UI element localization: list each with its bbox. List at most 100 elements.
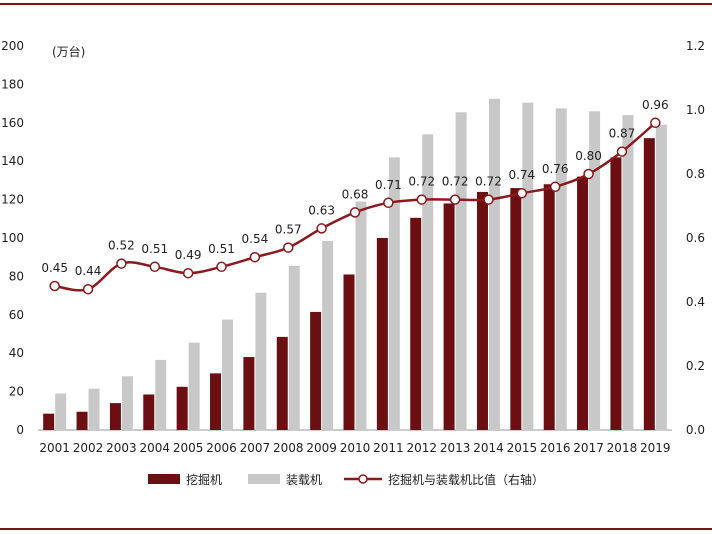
ratio-point bbox=[449, 194, 461, 205]
left-tick-label: 0 bbox=[16, 423, 24, 437]
bar-loader bbox=[288, 265, 300, 430]
left-tick-label: 200 bbox=[1, 39, 24, 53]
bar-loader bbox=[388, 157, 400, 431]
bar-excavator bbox=[643, 138, 655, 430]
bar-excavator bbox=[243, 357, 255, 430]
ratio-points bbox=[49, 117, 661, 295]
x-tick-label: 2011 bbox=[373, 441, 404, 455]
bar-excavator bbox=[176, 386, 188, 430]
x-tick-label: 2013 bbox=[440, 441, 471, 455]
ratio-point bbox=[116, 258, 127, 269]
x-tick-label: 2014 bbox=[473, 441, 504, 455]
x-tick-label: 2006 bbox=[206, 441, 237, 455]
right-tick-label: 0.2 bbox=[686, 359, 705, 373]
ratio-data-label: 0.63 bbox=[308, 203, 335, 217]
bar-excavator bbox=[109, 403, 121, 430]
ratio-point bbox=[82, 283, 94, 295]
left-tick-label: 180 bbox=[1, 77, 24, 91]
bar-loader bbox=[88, 388, 100, 430]
bar-excavator bbox=[610, 157, 622, 431]
bar-excavator bbox=[376, 238, 388, 430]
ratio-data-label: 0.72 bbox=[408, 175, 435, 189]
ratio-point bbox=[383, 197, 394, 209]
bar-loader bbox=[255, 292, 267, 430]
left-tick-label: 40 bbox=[9, 346, 24, 360]
x-tick-label: 2001 bbox=[39, 441, 70, 455]
ratio-data-label: 0.57 bbox=[275, 223, 302, 237]
bar-excavator bbox=[210, 373, 222, 430]
ratio-data-label: 0.72 bbox=[475, 175, 502, 189]
bar-loader bbox=[622, 115, 634, 431]
ratio-point bbox=[349, 207, 361, 218]
ratio-data-label: 0.49 bbox=[175, 248, 202, 262]
x-tick-label: 2005 bbox=[173, 441, 204, 455]
right-tick-label: 0.6 bbox=[686, 231, 705, 245]
ratio-point bbox=[316, 223, 327, 234]
x-axis-ticks: 2001 2002 2003 2004 2005 2006 2007 2008 2009 2010… bbox=[39, 441, 670, 455]
bar-loader bbox=[522, 102, 534, 430]
right-axis-ticks: 0.0 0.2 0.4 0.6 0.8 1.0 1.2 bbox=[686, 39, 705, 437]
bar-loader bbox=[222, 319, 234, 430]
left-tick-label: 20 bbox=[9, 385, 24, 399]
ratio-data-label: 0.52 bbox=[108, 239, 135, 253]
bar-excavator bbox=[276, 336, 288, 430]
right-tick-label: 0.0 bbox=[686, 423, 705, 437]
bar-excavator bbox=[443, 203, 455, 430]
bar-loader bbox=[589, 111, 601, 430]
bar-loader bbox=[188, 342, 200, 430]
bar-excavator bbox=[310, 311, 322, 430]
left-tick-label: 60 bbox=[9, 308, 24, 322]
x-tick-label: 2017 bbox=[573, 441, 604, 455]
ratio-labels: 0.45 0.44 0.52 0.51 0.49 0.51 0.54 0.57 0.63 0.68… bbox=[41, 98, 668, 278]
legend-label-excavator: 挖掘机 bbox=[186, 472, 222, 487]
bar-excavator bbox=[543, 184, 555, 430]
ratio-point bbox=[583, 168, 594, 180]
bar-loader bbox=[455, 112, 467, 431]
ratio-point bbox=[149, 261, 161, 273]
left-tick-label: 140 bbox=[1, 154, 24, 168]
x-tick-label: 2004 bbox=[140, 441, 171, 455]
left-tick-label: 120 bbox=[1, 193, 24, 207]
ratio-data-label: 0.87 bbox=[609, 127, 636, 141]
bars-group bbox=[43, 98, 667, 431]
left-axis-ticks: 0 20 40 60 80 100 120 140 160 180 200 bbox=[1, 39, 24, 437]
bar-loader bbox=[55, 393, 67, 430]
bar-loader bbox=[555, 108, 567, 431]
ratio-data-label: 0.96 bbox=[642, 98, 669, 112]
ratio-data-label: 0.72 bbox=[442, 175, 469, 189]
right-tick-label: 0.8 bbox=[686, 167, 705, 181]
ratio-point bbox=[182, 267, 194, 279]
x-tick-label: 2003 bbox=[106, 441, 137, 455]
ratio-data-label: 0.51 bbox=[141, 242, 168, 256]
ratio-data-label: 0.68 bbox=[342, 187, 369, 201]
legend-label-ratio: 挖掘机与装载机比值（右轴） bbox=[388, 472, 544, 487]
ratio-point bbox=[283, 242, 294, 253]
ratio-data-label: 0.71 bbox=[375, 178, 402, 192]
bottom-rule bbox=[0, 528, 712, 530]
right-tick-label: 1.0 bbox=[686, 103, 705, 117]
bar-loader bbox=[121, 376, 133, 430]
x-tick-label: 2012 bbox=[406, 441, 437, 455]
ratio-data-label: 0.80 bbox=[575, 149, 602, 163]
bar-excavator bbox=[76, 411, 88, 430]
left-axis-unit: (万台) bbox=[52, 44, 85, 59]
ratio-data-label: 0.45 bbox=[41, 261, 68, 275]
ratio-data-label: 0.76 bbox=[542, 162, 569, 176]
legend-swatch-loader bbox=[248, 474, 280, 484]
x-tick-label: 2009 bbox=[306, 441, 337, 455]
ratio-point bbox=[549, 181, 561, 193]
ratio-point bbox=[216, 261, 227, 273]
bar-excavator bbox=[410, 217, 422, 430]
bar-loader bbox=[422, 134, 434, 430]
ratio-data-label: 0.44 bbox=[75, 264, 102, 278]
bar-excavator bbox=[343, 274, 355, 430]
legend-label-loader: 装载机 bbox=[286, 473, 322, 487]
legend-swatch-ratio-marker bbox=[358, 474, 368, 484]
bar-loader bbox=[355, 201, 367, 430]
right-tick-label: 1.2 bbox=[686, 39, 705, 53]
bar-loader bbox=[655, 124, 667, 430]
ratio-data-label: 0.54 bbox=[242, 232, 269, 246]
bar-excavator bbox=[577, 176, 589, 430]
x-tick-label: 2008 bbox=[273, 441, 304, 455]
